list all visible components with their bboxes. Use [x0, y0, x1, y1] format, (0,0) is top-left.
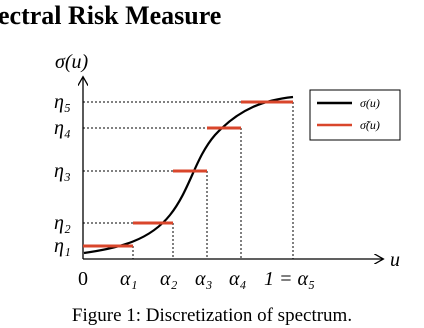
- y-tick: η₂: [54, 212, 71, 234]
- y-tick: η₁: [54, 235, 71, 257]
- origin: 0: [78, 268, 88, 290]
- x-tick: α₂: [160, 268, 177, 290]
- y-tick: η₅: [54, 91, 71, 113]
- guides: [83, 101, 294, 259]
- caption: Figure 1: Discretization of spectrum.: [72, 305, 352, 326]
- y-ticks: η₁ η₂ η₃ η₄ η₅: [54, 91, 71, 257]
- y-tick: η₄: [54, 117, 71, 139]
- x-tick: α₄: [229, 268, 246, 290]
- x-label: u: [390, 249, 400, 271]
- legend: σ(u) σ̃(u): [309, 89, 401, 141]
- legend-label: σ̃(u): [360, 118, 380, 132]
- title: ectral Risk Measure: [0, 1, 221, 30]
- x-tick: α₁: [120, 268, 137, 290]
- y-label: σ(u): [55, 51, 89, 73]
- curve: [83, 95, 294, 255]
- x-tick: α₃: [195, 268, 212, 290]
- steps: [83, 100, 293, 248]
- x-tick: 1 = α₅: [264, 268, 315, 290]
- x-ticks: α₁ α₂ α₃ α₄ 1 = α₅: [120, 268, 315, 290]
- y-tick: η₃: [54, 160, 71, 182]
- legend-label: σ(u): [360, 96, 380, 110]
